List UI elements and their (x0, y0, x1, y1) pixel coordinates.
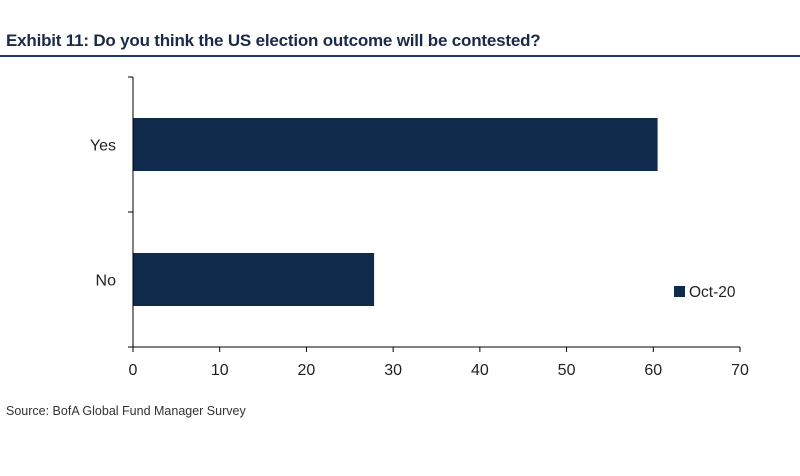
chart-title: Exhibit 11: Do you think the US election… (6, 31, 541, 50)
x-tick-label: 60 (644, 362, 662, 379)
bar-no (133, 253, 375, 306)
x-tick-label: 70 (731, 362, 749, 379)
bar-yes (133, 118, 658, 171)
category-label-yes: Yes (90, 138, 116, 155)
x-tick-label: 10 (211, 362, 229, 379)
category-label-no: No (96, 273, 117, 290)
x-tick-label: 0 (129, 362, 138, 379)
x-tick-label: 50 (558, 362, 576, 379)
x-tick-label: 20 (298, 362, 316, 379)
title-rule (0, 55, 800, 57)
source-note: Source: BofA Global Fund Manager Survey (6, 404, 246, 418)
x-tick-label: 30 (384, 362, 402, 379)
legend-label: Oct-20 (689, 284, 736, 301)
x-tick-label: 40 (471, 362, 489, 379)
legend-swatch (674, 286, 685, 297)
